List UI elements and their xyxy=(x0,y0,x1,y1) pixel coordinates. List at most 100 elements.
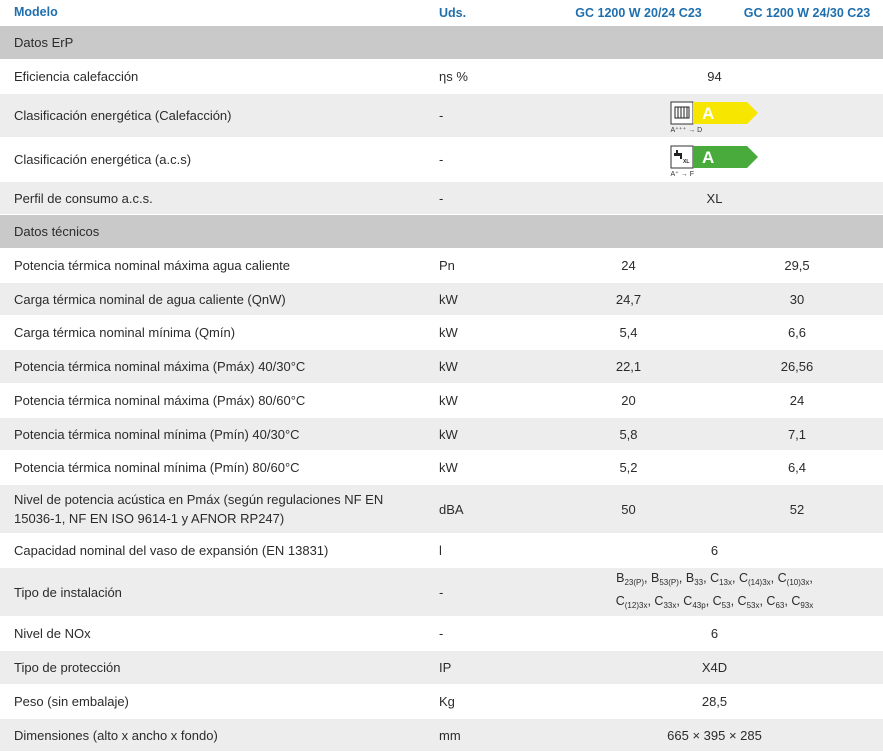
row-value-2: 26,56 xyxy=(780,359,814,374)
row-value-2: 52 xyxy=(789,501,805,517)
table-row: Dimensiones (alto x ancho x fondo) mm 66… xyxy=(0,719,883,752)
header-model1: GC 1200 W 20/24 C23 xyxy=(575,5,702,20)
row-value-1: 50 xyxy=(621,501,636,517)
installation-code: B33 xyxy=(685,571,704,587)
row-unit: kW xyxy=(439,393,458,408)
row-value-1: 24,7 xyxy=(615,291,642,307)
table-row: Potencia térmica nominal máxima (Pmáx) 4… xyxy=(0,350,883,384)
table-row: Perfil de consumo a.c.s. - XL xyxy=(0,182,883,215)
table-row: Capacidad nominal del vaso de expansión … xyxy=(0,534,883,568)
row-unit: Pn xyxy=(439,258,455,273)
header-model: Modelo xyxy=(14,5,58,19)
row-value-1: 22,1 xyxy=(615,359,642,374)
row-label: Capacidad nominal del vaso de expansión … xyxy=(14,543,329,558)
row-label: Peso (sin embalaje) xyxy=(14,694,129,709)
installation-line-1: B23(P), B53(P), B33, C13x, C(14)3x, C(10… xyxy=(616,571,813,587)
row-value-1: 20 xyxy=(621,393,636,408)
radiator-icon xyxy=(674,106,689,118)
row-label: Clasificación energética (Calefacción) xyxy=(14,108,232,123)
installation-code: C53x xyxy=(737,594,760,610)
row-unit: kW xyxy=(439,359,458,374)
row-label: Tipo de protección xyxy=(14,660,121,675)
installation-types: B23(P), B53(P), B33, C13x, C(14)3x, C(10… xyxy=(616,569,814,615)
header-units: Uds. xyxy=(439,5,467,20)
table-header: Modelo Uds. GC 1200 W 20/24 C23 GC 1200 … xyxy=(0,0,883,26)
energy-label-dhw: XL A A⁺ → F xyxy=(670,145,760,178)
table-row: Tipo de instalación - B23(P), B53(P), B3… xyxy=(0,568,883,617)
row-label: Tipo de instalación xyxy=(14,584,122,600)
installation-code: B23(P) xyxy=(616,571,645,587)
row-unit: l xyxy=(439,543,442,558)
row-value-2: 7,1 xyxy=(787,426,807,442)
row-label: Potencia térmica nominal máxima (Pmáx) 8… xyxy=(14,393,306,408)
row-unit: kW xyxy=(439,325,458,340)
table-row: Potencia térmica nominal mínima (Pmín) 8… xyxy=(0,451,883,485)
table-row: Clasificación energética (a.c.s) - XL A … xyxy=(0,138,883,182)
row-value: 6 xyxy=(710,626,719,641)
row-unit: IP xyxy=(439,660,452,675)
energy-arrow xyxy=(692,101,758,124)
installation-code: C63 xyxy=(766,594,785,610)
row-value: A A⁺⁺⁺ → D xyxy=(546,101,883,134)
row-unit: - xyxy=(439,584,444,600)
installation-code: B53(P) xyxy=(651,571,679,587)
row-value: 28,5 xyxy=(701,694,728,709)
row-unit: kW xyxy=(439,291,458,307)
row-label: Carga térmica nominal mínima (Qmín) xyxy=(14,325,236,340)
installation-code: C(10)3x xyxy=(777,571,810,587)
row-value: 665 × 395 × 285 xyxy=(667,727,762,743)
row-label: Nivel de NOx xyxy=(14,626,91,641)
row-value-1: 24 xyxy=(621,258,636,273)
row-unit: dBA xyxy=(439,501,464,517)
row-value-2: 6,6 xyxy=(787,325,807,340)
energy-arrow xyxy=(692,145,758,168)
table-row: Potencia térmica nominal máxima (Pmáx) 8… xyxy=(0,384,883,418)
energy-range: A⁺ → F xyxy=(670,170,695,178)
row-value-2: 24 xyxy=(789,393,805,408)
row-label: Potencia térmica nominal mínima (Pmín) 4… xyxy=(14,426,300,442)
row-label: Perfil de consumo a.c.s. xyxy=(14,190,153,206)
table-row: Carga térmica nominal de agua caliente (… xyxy=(0,283,883,316)
table-row: Potencia térmica nominal máxima agua cal… xyxy=(0,249,883,283)
table-row: Nivel de potencia acústica en Pmáx (segú… xyxy=(0,485,883,534)
row-value-1: 5,2 xyxy=(619,460,638,475)
row-value: XL A A⁺ → F xyxy=(546,145,883,178)
row-unit: - xyxy=(439,152,444,167)
row-unit: - xyxy=(439,190,444,206)
installation-code: C33x xyxy=(654,594,677,610)
table-row: Peso (sin embalaje) Kg 28,5 xyxy=(0,685,883,719)
energy-letter: A xyxy=(702,148,714,167)
profile-badge: XL xyxy=(683,159,689,165)
row-unit: mm xyxy=(439,727,461,743)
row-value-1: 5,8 xyxy=(619,426,638,442)
row-label: Potencia térmica nominal mínima (Pmín) 8… xyxy=(14,460,300,475)
table-row: Potencia térmica nominal mínima (Pmín) 4… xyxy=(0,418,883,451)
row-value-2: 29,5 xyxy=(784,258,810,273)
table-row: Nivel de NOx - 6 xyxy=(0,617,883,651)
row-value-2: 30 xyxy=(789,291,805,307)
installation-code: C43p xyxy=(683,594,706,610)
row-value-1: 5,4 xyxy=(619,325,638,340)
installation-code: C(14)3x xyxy=(738,571,771,587)
row-value: XL xyxy=(706,190,723,206)
row-value: X4D xyxy=(701,660,728,675)
header-model2: GC 1200 W 24/30 C23 xyxy=(743,5,871,20)
row-unit: - xyxy=(439,108,444,123)
row-label: Dimensiones (alto x ancho x fondo) xyxy=(14,727,218,743)
table-row: Eficiencia calefacción ηs % 94 xyxy=(0,60,883,94)
row-value: 94 xyxy=(707,69,722,84)
row-unit: - xyxy=(439,626,444,641)
section-title: Datos ErP xyxy=(14,35,74,50)
section-title: Datos técnicos xyxy=(14,224,100,239)
table-row: Carga térmica nominal mínima (Qmín) kW 5… xyxy=(0,316,883,350)
table-row: Tipo de protección IP X4D xyxy=(0,651,883,685)
energy-label-heating: A A⁺⁺⁺ → D xyxy=(670,101,760,134)
installation-code: C13x xyxy=(710,571,732,587)
row-label: Potencia térmica nominal máxima agua cal… xyxy=(14,258,291,273)
row-label: Potencia térmica nominal máxima (Pmáx) 4… xyxy=(14,359,306,374)
section-erp: Datos ErP xyxy=(0,26,883,60)
energy-range: A⁺⁺⁺ → D xyxy=(670,126,703,134)
installation-code: C93x xyxy=(791,594,814,610)
energy-letter: A xyxy=(702,104,714,123)
